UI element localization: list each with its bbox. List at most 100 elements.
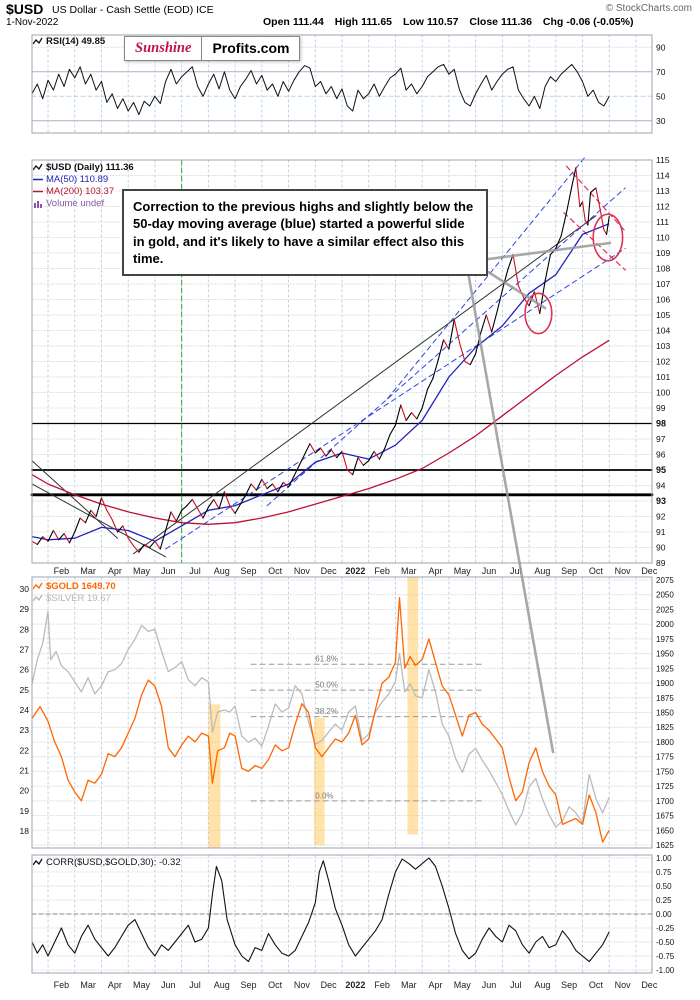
corr-legend: CORR($USD,$GOLD,30): -0.32 [32,857,181,868]
svg-text:61.8%: 61.8% [315,655,338,664]
svg-text:93: 93 [656,496,666,506]
svg-text:108: 108 [656,264,670,274]
svg-text:112: 112 [656,202,670,212]
svg-text:26: 26 [20,665,30,675]
svg-text:2025: 2025 [656,605,674,614]
chart-date: 1-Nov-2022 [6,17,59,28]
svg-text:1625: 1625 [656,841,674,850]
svg-text:1725: 1725 [656,782,674,791]
svg-text:Sep: Sep [240,566,256,576]
svg-text:Jul: Jul [510,980,522,990]
svg-text:Sep: Sep [240,980,256,990]
svg-text:Dec: Dec [321,980,338,990]
svg-text:2022: 2022 [345,980,365,990]
svg-text:107: 107 [656,279,670,289]
svg-text:1775: 1775 [656,753,674,762]
svg-text:114: 114 [656,171,670,181]
svg-text:Jul: Jul [189,980,201,990]
svg-text:Nov: Nov [615,980,632,990]
gold-legend: $GOLD 1649.70 [32,581,116,592]
svg-text:1950: 1950 [656,650,674,659]
svg-text:Apr: Apr [429,566,443,576]
svg-text:Apr: Apr [108,980,122,990]
svg-text:27: 27 [20,645,30,655]
svg-text:110: 110 [656,233,670,243]
svg-text:0.75: 0.75 [656,868,672,877]
volume-legend-label: Volume undef [46,198,105,209]
close-value: 111.36 [501,16,532,28]
svg-text:Aug: Aug [214,566,230,576]
close-label: Close [469,16,499,28]
svg-text:18: 18 [20,826,30,836]
silver-series-icon [32,594,43,603]
ohlc-row: Open 111.44 High 111.65 Low 110.57 Close 111… [263,16,641,28]
svg-text:May: May [454,566,472,576]
chg-value: -0.06 (-0.05%) [566,16,634,28]
svg-text:1675: 1675 [656,812,674,821]
usd-legend-label: $USD (Daily) 111.36 [46,162,134,173]
svg-text:25: 25 [20,685,30,695]
svg-text:Dec: Dec [641,566,658,576]
copyright: © StockCharts.com [605,3,692,14]
svg-text:100: 100 [656,388,670,398]
svg-text:2075: 2075 [656,576,674,585]
svg-text:50: 50 [656,91,666,101]
svg-text:-1.00: -1.00 [656,966,675,975]
svg-text:113: 113 [656,186,670,196]
high-value: 111.65 [361,16,393,28]
svg-text:Mar: Mar [401,980,417,990]
svg-text:2000: 2000 [656,620,674,629]
svg-text:Apr: Apr [108,566,122,576]
usd-series-icon [32,163,43,172]
svg-text:99: 99 [656,403,666,413]
volume-bars-icon [33,199,43,208]
svg-text:102: 102 [656,357,670,367]
chg-label: Chg [542,16,564,28]
svg-text:95: 95 [656,465,666,475]
ma50-legend: MA(50) 110.89 [33,174,108,185]
svg-text:1875: 1875 [656,694,674,703]
svg-text:101: 101 [656,372,670,382]
svg-text:May: May [133,980,151,990]
svg-text:96: 96 [656,450,666,460]
svg-text:90: 90 [656,543,666,553]
svg-text:Jun: Jun [482,566,497,576]
svg-text:0.25: 0.25 [656,896,672,905]
ma200-legend-label: MA(200) 103.37 [46,186,115,197]
svg-text:Aug: Aug [214,980,230,990]
open-value: 111.44 [292,16,324,28]
svg-text:1650: 1650 [656,826,674,835]
rsi-series-icon [32,37,43,46]
svg-text:2022: 2022 [345,566,365,576]
volume-legend: Volume undef [33,198,104,209]
usd-legend: $USD (Daily) 111.36 [32,162,134,173]
svg-text:Feb: Feb [54,566,70,576]
svg-text:89: 89 [656,558,666,568]
svg-text:115: 115 [656,155,670,165]
svg-text:2050: 2050 [656,591,674,600]
chart-title: US Dollar - Cash Settle (EOD) ICE [52,4,214,16]
svg-text:23: 23 [20,725,30,735]
svg-text:22: 22 [20,745,30,755]
svg-text:May: May [133,566,151,576]
svg-text:50.0%: 50.0% [315,681,338,690]
svg-text:Mar: Mar [80,980,96,990]
svg-text:1975: 1975 [656,635,674,644]
svg-text:Oct: Oct [589,566,604,576]
svg-text:Jun: Jun [161,980,176,990]
svg-text:Nov: Nov [615,566,632,576]
svg-text:Oct: Oct [268,566,283,576]
symbol: $USD [6,1,44,17]
ma200-legend: MA(200) 103.37 [33,186,114,197]
svg-text:-0.25: -0.25 [656,924,675,933]
ma50-line-icon [33,175,43,184]
svg-text:0.00: 0.00 [656,910,672,919]
svg-text:104: 104 [656,326,670,336]
low-value: 110.57 [426,16,459,28]
logo-profits-text: Profits.com [201,37,299,60]
svg-text:103: 103 [656,341,670,351]
svg-text:38.2%: 38.2% [315,707,338,716]
svg-text:-0.50: -0.50 [656,938,675,947]
svg-text:1900: 1900 [656,679,674,688]
svg-text:Feb: Feb [374,566,390,576]
